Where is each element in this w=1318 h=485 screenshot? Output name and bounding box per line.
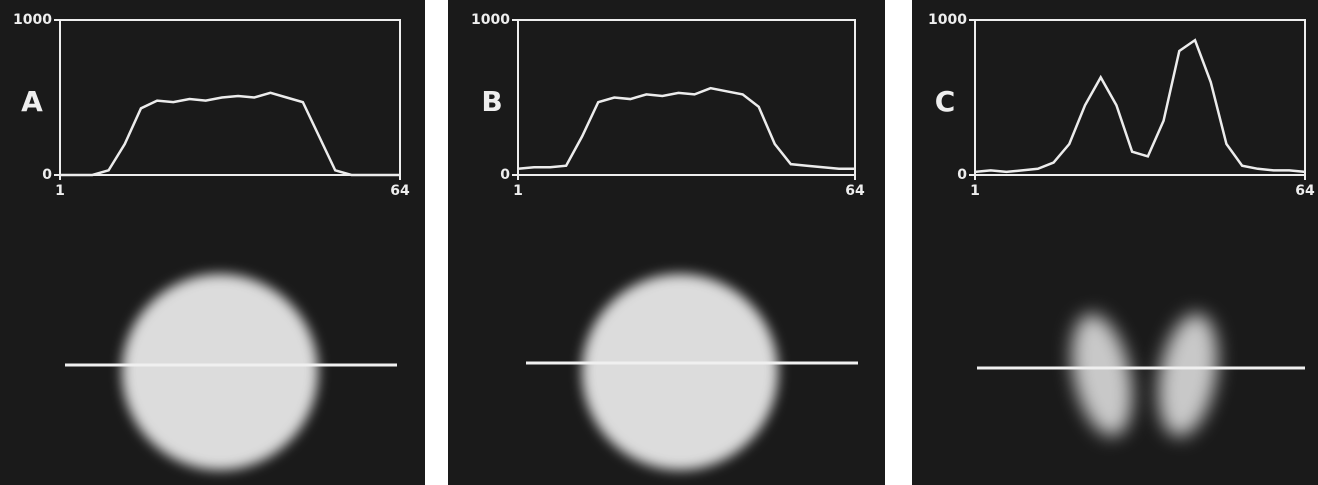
panel-label: C — [935, 85, 956, 118]
y-tick-label: 0 — [42, 167, 52, 183]
panel-label: B — [481, 85, 502, 118]
y-tick-label: 0 — [500, 167, 510, 183]
panel-label: A — [21, 85, 43, 118]
y-tick-label: 0 — [957, 167, 967, 183]
x-tick-label: 1 — [513, 183, 523, 199]
page: A01000164B01000164C01000164 (() => { con… — [0, 0, 1318, 485]
y-tick-label: 1000 — [471, 12, 510, 28]
figure: A 0 1000 1 64 B 0 1000 1 64 C 0 1000 1 64 — [0, 0, 1318, 485]
x-tick-label: 64 — [390, 183, 410, 199]
x-tick-label: 1 — [55, 183, 65, 199]
scan-image — [122, 274, 318, 470]
y-tick-label: 1000 — [13, 12, 52, 28]
y-tick-label: 1000 — [928, 12, 967, 28]
x-tick-label: 64 — [1295, 183, 1315, 199]
scan-image — [582, 274, 778, 470]
x-tick-label: 64 — [845, 183, 865, 199]
x-tick-label: 1 — [970, 183, 980, 199]
